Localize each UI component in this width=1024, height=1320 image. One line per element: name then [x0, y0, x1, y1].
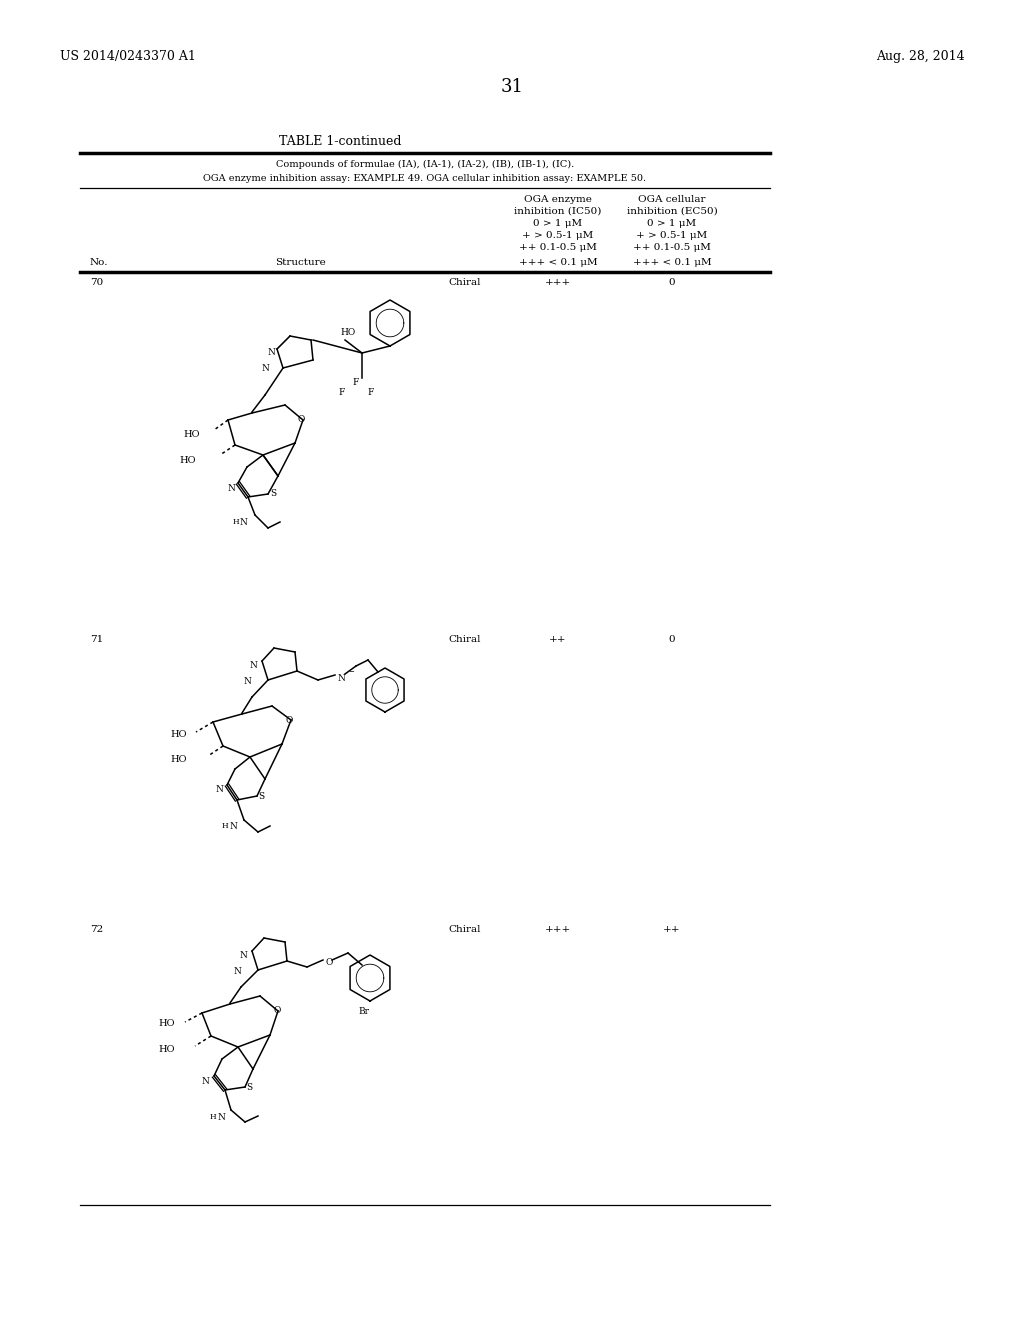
Text: Chiral: Chiral — [449, 279, 480, 286]
Text: N: N — [267, 348, 274, 356]
Text: O: O — [298, 414, 305, 424]
Text: F: F — [367, 388, 374, 397]
Text: ++: ++ — [664, 925, 681, 935]
Text: N: N — [337, 675, 345, 682]
Text: HO: HO — [183, 430, 200, 440]
Text: Compounds of formulae (IA), (IA-1), (IA-2), (IB), (IB-1), (IC).: Compounds of formulae (IA), (IA-1), (IA-… — [275, 160, 574, 169]
Text: N: N — [244, 677, 252, 686]
Text: F: F — [352, 378, 358, 387]
Text: N: N — [261, 364, 269, 374]
Text: TABLE 1-continued: TABLE 1-continued — [279, 135, 401, 148]
Text: US 2014/0243370 A1: US 2014/0243370 A1 — [60, 50, 196, 63]
Text: O: O — [286, 715, 293, 725]
Text: H: H — [210, 1113, 217, 1121]
Text: O: O — [273, 1006, 281, 1015]
Text: ++: ++ — [549, 635, 566, 644]
Text: HO: HO — [340, 327, 355, 337]
Text: H: H — [222, 822, 228, 830]
Text: 70: 70 — [90, 279, 103, 286]
Text: N: N — [202, 1077, 210, 1086]
Text: ++ 0.1-0.5 μM: ++ 0.1-0.5 μM — [519, 243, 597, 252]
Text: 72: 72 — [90, 925, 103, 935]
Text: N: N — [239, 517, 247, 527]
Text: No.: No. — [90, 257, 109, 267]
Text: inhibition (IC50): inhibition (IC50) — [514, 207, 602, 216]
Text: N: N — [230, 822, 238, 832]
Text: Br: Br — [358, 1007, 369, 1016]
Text: −: − — [348, 668, 354, 676]
Text: Aug. 28, 2014: Aug. 28, 2014 — [877, 50, 965, 63]
Text: + > 0.5-1 μM: + > 0.5-1 μM — [522, 231, 594, 240]
Text: N: N — [228, 484, 236, 492]
Text: N: N — [240, 950, 248, 960]
Text: HO: HO — [170, 730, 186, 739]
Text: +++ < 0.1 μM: +++ < 0.1 μM — [519, 257, 597, 267]
Text: OGA cellular: OGA cellular — [638, 195, 706, 205]
Text: HO: HO — [179, 455, 196, 465]
Text: inhibition (EC50): inhibition (EC50) — [627, 207, 718, 216]
Text: S: S — [246, 1082, 252, 1092]
Text: H: H — [233, 517, 240, 525]
Text: O: O — [325, 958, 333, 968]
Text: N: N — [234, 968, 242, 975]
Text: HO: HO — [170, 755, 186, 764]
Text: 0 > 1 μM: 0 > 1 μM — [647, 219, 696, 228]
Text: +++ < 0.1 μM: +++ < 0.1 μM — [633, 257, 712, 267]
Text: OGA enzyme: OGA enzyme — [524, 195, 592, 205]
Text: 0: 0 — [669, 635, 675, 644]
Text: 31: 31 — [501, 78, 523, 96]
Text: N: N — [218, 1113, 226, 1122]
Text: S: S — [258, 792, 264, 801]
Text: HO: HO — [158, 1019, 174, 1028]
Text: Chiral: Chiral — [449, 925, 480, 935]
Text: Chiral: Chiral — [449, 635, 480, 644]
Text: F: F — [338, 388, 344, 397]
Text: + > 0.5-1 μM: + > 0.5-1 μM — [636, 231, 708, 240]
Text: +++: +++ — [545, 279, 571, 286]
Text: Structure: Structure — [274, 257, 326, 267]
Text: N: N — [250, 661, 258, 671]
Text: OGA enzyme inhibition assay: EXAMPLE 49. OGA cellular inhibition assay: EXAMPLE : OGA enzyme inhibition assay: EXAMPLE 49.… — [204, 174, 646, 183]
Text: 0 > 1 μM: 0 > 1 μM — [534, 219, 583, 228]
Text: ++ 0.1-0.5 μM: ++ 0.1-0.5 μM — [633, 243, 711, 252]
Text: N: N — [216, 785, 224, 795]
Text: 71: 71 — [90, 635, 103, 644]
Text: HO: HO — [158, 1045, 174, 1053]
Text: 0: 0 — [669, 279, 675, 286]
Text: +++: +++ — [545, 925, 571, 935]
Text: S: S — [270, 488, 276, 498]
